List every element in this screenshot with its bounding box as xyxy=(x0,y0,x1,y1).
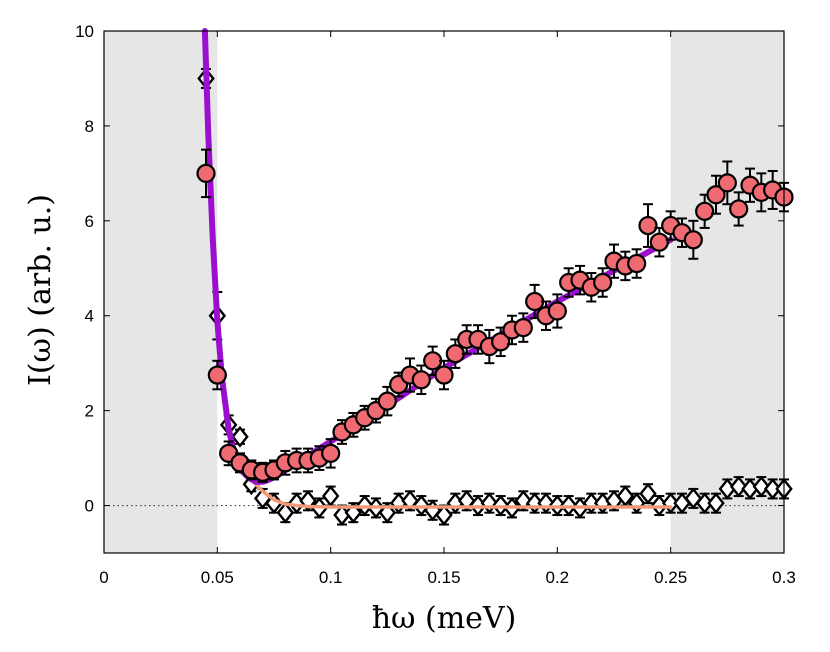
x-tick-label-6: 0.3 xyxy=(772,568,796,587)
y-axis-title: I(ω) (arb. u.) xyxy=(23,194,58,386)
circle-point-21 xyxy=(434,365,454,385)
circle-point-47 xyxy=(729,199,749,219)
circle-point-44 xyxy=(695,201,715,221)
circle-point-0 xyxy=(196,163,216,183)
x-tick-label-2: 0.1 xyxy=(319,568,343,587)
circle-point-46 xyxy=(717,173,737,193)
y-tick-label-1: 2 xyxy=(85,402,94,421)
diamond-point-50 xyxy=(763,478,782,500)
x-tick-label-3: 0.15 xyxy=(427,568,460,587)
diamond-point-43 xyxy=(684,487,703,510)
circle-point-35 xyxy=(593,272,613,293)
circle-point-11 xyxy=(321,443,341,463)
circle-point-43 xyxy=(683,230,703,250)
circle-point-39 xyxy=(638,215,658,236)
x-tick-label-4: 0.2 xyxy=(546,568,570,587)
y-axis-ticks: 0 2 4 6 8 10 xyxy=(75,22,784,516)
y-tick-label-0: 0 xyxy=(85,497,94,516)
circle-point-16 xyxy=(377,391,397,411)
circle-point-28 xyxy=(513,317,533,338)
diamond-point-41 xyxy=(661,492,680,515)
diamond-point-37 xyxy=(616,485,635,507)
shaded-region-0 xyxy=(104,31,218,553)
circle-point-26 xyxy=(491,332,511,352)
x-axis-title: ħω (meV) xyxy=(372,601,517,636)
diamond-point-7 xyxy=(276,501,295,524)
x-axis-ticks: 0 0.05 0.1 0.15 0.2 0.25 0.3 xyxy=(99,31,796,587)
y-tick-label-3: 6 xyxy=(85,212,94,231)
diamond-point-21 xyxy=(435,504,453,526)
circle-point-40 xyxy=(649,232,669,252)
fit-purple-line xyxy=(201,28,674,485)
y-tick-label-5: 10 xyxy=(75,22,94,41)
circle-point-38 xyxy=(627,253,647,274)
diamond-point-49 xyxy=(752,475,771,498)
x-tick-label-0: 0 xyxy=(99,568,108,587)
circle-point-29 xyxy=(525,291,545,312)
fit-salmon-line xyxy=(238,461,673,509)
shaded-region-1 xyxy=(670,31,784,553)
diamond-point-47 xyxy=(729,475,748,498)
circle-point-45 xyxy=(706,185,726,205)
x-tick-label-5: 0.25 xyxy=(654,568,687,587)
circle-point-19 xyxy=(411,370,431,390)
diamond-point-39 xyxy=(639,482,657,505)
shaded-regions xyxy=(104,31,784,553)
circle-point-1 xyxy=(207,365,227,385)
circle-point-22 xyxy=(445,344,465,364)
diamond-point-11 xyxy=(321,485,340,507)
diamond-point-44 xyxy=(695,492,714,515)
diamond-point-3 xyxy=(231,425,249,448)
y-tick-label-2: 4 xyxy=(85,307,94,326)
circle-series xyxy=(196,148,794,483)
y-tick-label-4: 8 xyxy=(85,117,94,136)
circle-point-31 xyxy=(547,301,567,321)
x-tick-label-1: 0.05 xyxy=(201,568,234,587)
circle-point-20 xyxy=(423,351,443,371)
diamond-point-45 xyxy=(707,492,725,515)
